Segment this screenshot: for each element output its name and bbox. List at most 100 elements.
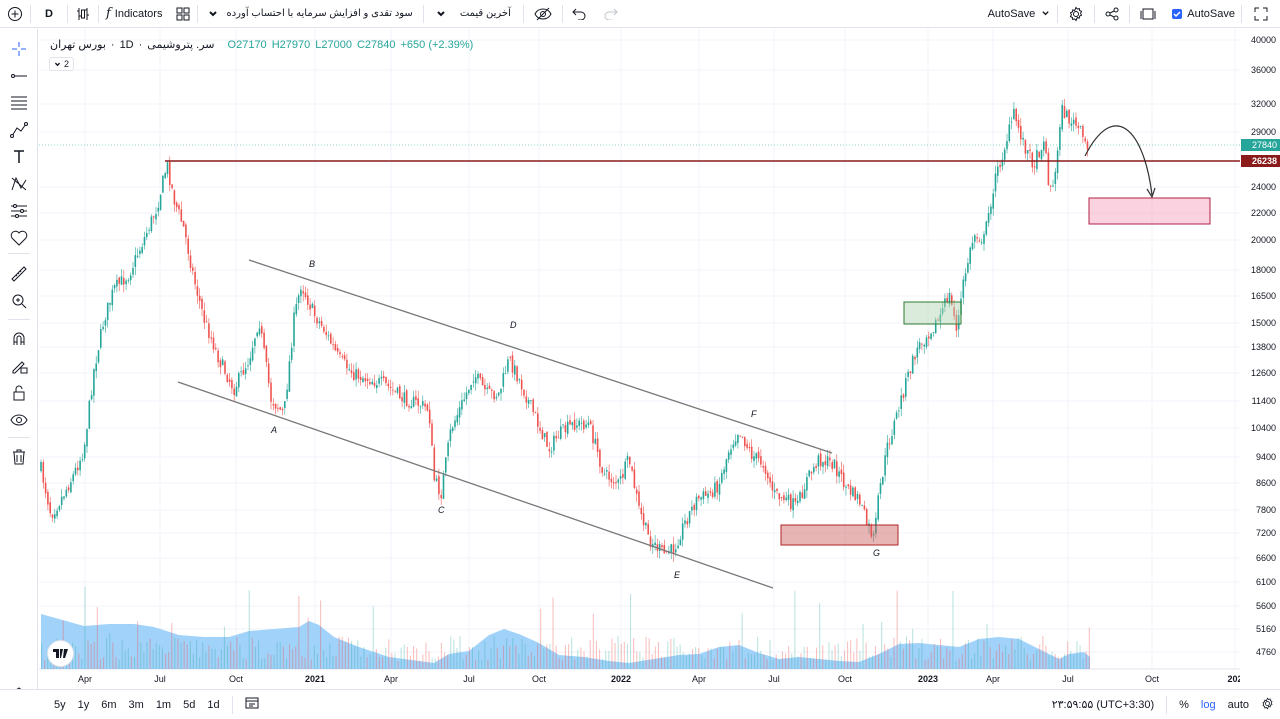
candle-body <box>244 368 247 375</box>
autosave-dropdown[interactable]: AutoSave <box>981 0 1058 28</box>
volume-bar <box>670 638 672 669</box>
range-5y[interactable]: 5y <box>54 698 66 711</box>
candle-body <box>780 497 783 498</box>
wave-label-d[interactable]: D <box>510 320 517 330</box>
volume-bar <box>304 657 306 669</box>
legend-open: O27170 <box>227 38 267 51</box>
auto-toggle[interactable]: auto <box>1227 698 1249 711</box>
volume-bar <box>850 639 852 669</box>
trendline-tool[interactable] <box>9 66 29 86</box>
candle-body <box>831 462 833 469</box>
pattern-tool[interactable] <box>9 174 29 194</box>
crosshair-tool[interactable] <box>9 39 29 59</box>
hide-drawings-button[interactable] <box>524 0 562 28</box>
candle-body <box>649 536 652 547</box>
candle-body <box>175 202 178 208</box>
percent-toggle[interactable]: % <box>1179 698 1189 711</box>
settings-button[interactable] <box>1058 0 1094 28</box>
price-scale[interactable]: 40000 36000 32000 29000 24000 22000 20000 18000… <box>1240 29 1280 689</box>
ruler-tool[interactable] <box>9 264 29 284</box>
legend-dot: · <box>138 38 143 51</box>
wave-label-e[interactable]: E <box>674 570 681 580</box>
legend-low: L27000 <box>315 38 352 51</box>
candle-body <box>978 240 981 242</box>
candle-body <box>859 494 861 505</box>
channel-lower-line[interactable] <box>177 381 774 589</box>
drawings[interactable] <box>165 125 1240 589</box>
redo-button[interactable] <box>595 0 627 28</box>
volume-bar <box>834 645 836 669</box>
remove-drawings-tool[interactable] <box>9 447 29 467</box>
candle-body <box>543 433 546 438</box>
range-1m[interactable]: 1m <box>155 698 172 711</box>
wave-label-c[interactable]: C <box>438 505 445 515</box>
volume-bar <box>227 645 229 669</box>
volume-bar <box>729 642 731 669</box>
chart-area[interactable]: Apr Jul Oct 2021 Apr Jul Oct 2022 Apr Jul Oct 2023 A… <box>39 29 1243 689</box>
magnet-tool[interactable] <box>9 329 29 349</box>
wave-label-f[interactable]: F <box>751 409 757 419</box>
range-3m[interactable]: 3m <box>128 698 144 711</box>
range-1y[interactable]: 1y <box>77 698 90 711</box>
zoom-tool[interactable] <box>9 291 29 311</box>
script-dropdown[interactable]: سود تقدی و افزایش سرمایه با احتساب آورده <box>198 0 422 28</box>
projection-arrow[interactable] <box>1084 125 1153 196</box>
candle-body <box>139 250 141 254</box>
candle-body <box>468 389 470 394</box>
range-6m[interactable]: 6m <box>101 698 117 711</box>
favorites-tool[interactable] <box>9 228 29 248</box>
legend-collapse-button[interactable]: 2 <box>49 57 75 71</box>
candle-body <box>332 344 334 346</box>
wave-label-a[interactable]: A <box>270 425 277 435</box>
volume-bar <box>205 652 207 669</box>
text-tool[interactable] <box>9 147 29 167</box>
autosave-dropdown-label: AutoSave <box>987 7 1036 20</box>
price-axis[interactable]: 40000 36000 32000 29000 24000 22000 20000 18000… <box>1240 29 1280 689</box>
range-1d[interactable]: 1d <box>207 698 220 711</box>
brush-tool[interactable] <box>9 120 29 140</box>
channel-upper-line[interactable] <box>248 259 833 454</box>
volume-bar <box>471 646 473 669</box>
add-symbol-button[interactable] <box>0 0 30 28</box>
legend-dot: · <box>110 38 115 51</box>
hide-drawings-tool[interactable] <box>9 410 29 430</box>
lock-drawings-tool[interactable] <box>9 383 29 403</box>
share-button[interactable] <box>1095 0 1129 28</box>
plus-circle-icon <box>8 6 22 21</box>
fib-tool[interactable] <box>9 93 29 113</box>
candle-body <box>454 420 456 428</box>
chart-type-button[interactable] <box>68 0 98 28</box>
volume-bar <box>434 658 436 669</box>
candle-body <box>348 369 350 371</box>
range-5d[interactable]: 5d <box>183 698 196 711</box>
undo-button[interactable] <box>563 0 595 28</box>
indicators-button[interactable]: 𝑓 Indicators <box>99 0 170 28</box>
candle-body <box>530 399 532 401</box>
breakout-zone[interactable] <box>903 301 962 325</box>
wave-label-b[interactable]: B <box>309 259 315 269</box>
candle-body <box>451 427 454 432</box>
prediction-tool[interactable] <box>9 201 29 221</box>
layouts-button[interactable] <box>169 0 197 28</box>
price-chart[interactable]: Apr Jul Oct 2021 Apr Jul Oct 2022 Apr Jul Oct 2023 A… <box>39 29 1243 689</box>
stay-drawing-tool[interactable] <box>9 356 29 376</box>
interval-button[interactable]: D <box>45 7 53 20</box>
volume-bar <box>837 643 839 669</box>
fullscreen-button[interactable] <box>1242 0 1280 28</box>
clock[interactable]: ۲۳:۵۹:۵۵ (UTC+3:30) <box>1051 699 1155 711</box>
date-range-button[interactable] <box>239 697 265 712</box>
candle-body <box>125 280 127 285</box>
target-zone[interactable] <box>1088 197 1211 225</box>
legend-symbol[interactable]: سر. پتروشیمی <box>147 39 215 51</box>
price-type-dropdown[interactable]: آخرین قیمت <box>424 0 523 28</box>
volume-bar <box>1020 636 1022 669</box>
checkbox-icon[interactable] <box>1172 8 1183 19</box>
candle-body <box>773 490 776 493</box>
snapshot-button[interactable] <box>1130 0 1166 28</box>
demand-zone[interactable] <box>780 524 899 546</box>
autosave-toggle[interactable]: AutoSave <box>1166 0 1241 28</box>
candle-body <box>136 255 139 257</box>
log-toggle[interactable]: log <box>1200 698 1216 711</box>
wave-label-g[interactable]: G <box>873 548 880 558</box>
axis-settings-button[interactable] <box>1255 696 1280 713</box>
